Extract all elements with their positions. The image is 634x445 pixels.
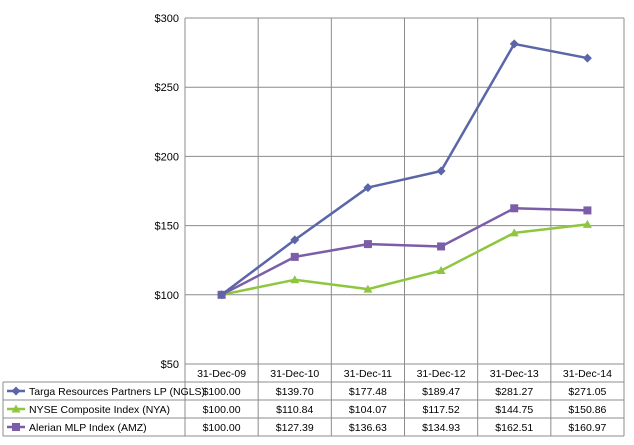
table-cell: $177.48	[349, 386, 387, 398]
table-cell: $189.47	[422, 386, 460, 398]
y-tick-label: $150	[155, 221, 179, 233]
x-tick-label: 31-Dec-12	[417, 368, 466, 380]
data-point	[436, 166, 446, 176]
table-cell: $100.00	[203, 404, 241, 416]
table-cell: $100.00	[203, 422, 241, 434]
y-tick-label: $300	[155, 13, 179, 25]
data-point	[436, 266, 446, 275]
data-point	[217, 290, 227, 300]
data-point	[363, 284, 373, 293]
x-tick-label: 31-Dec-13	[490, 368, 539, 380]
table-cell: $139.70	[276, 386, 314, 398]
table-cell: $144.75	[495, 404, 533, 416]
table-cell: $134.93	[422, 422, 460, 434]
y-tick-label: $200	[155, 151, 179, 163]
legend-marker	[11, 386, 21, 396]
data-point	[583, 206, 592, 215]
data-point	[363, 240, 372, 249]
table-cell: $271.05	[568, 386, 606, 398]
table-cell: $136.63	[349, 422, 387, 434]
table-cell: $160.97	[568, 422, 606, 434]
y-tick-label: $250	[155, 82, 179, 94]
legend-marker	[12, 423, 20, 431]
data-point	[290, 252, 299, 261]
x-tick-label: 31-Dec-10	[270, 368, 319, 380]
table-cell: $162.51	[495, 422, 533, 434]
legend-label: Alerian MLP Index (AMZ)	[29, 422, 147, 434]
legend-label: Targa Resources Partners LP (NGLS)	[29, 386, 205, 398]
y-tick-label: $50	[161, 359, 179, 371]
data-point	[510, 204, 519, 213]
x-tick-label: 31-Dec-11	[344, 368, 392, 380]
table-cell: $117.52	[422, 404, 459, 416]
data-point	[509, 39, 519, 49]
table-cell: $150.86	[568, 404, 606, 416]
legend-marker	[11, 404, 21, 413]
table-cell: $281.27	[495, 386, 533, 398]
series-line	[221, 207, 588, 296]
legend-label: NYSE Composite Index (NYA)	[29, 404, 170, 416]
data-point	[290, 275, 300, 284]
x-tick-label: 31-Dec-14	[563, 368, 612, 380]
data-point	[363, 183, 373, 193]
series-line	[220, 42, 588, 296]
table-cell: $104.07	[349, 404, 387, 416]
table-cell: $110.84	[276, 404, 313, 416]
y-tick-label: $100	[155, 290, 179, 302]
series-line	[221, 223, 588, 297]
table-cell: $100.00	[203, 386, 241, 398]
table-cell: $127.39	[276, 422, 314, 434]
data-point	[437, 242, 446, 251]
data-point	[509, 228, 519, 237]
data-point	[582, 53, 592, 63]
data-point	[290, 235, 300, 245]
data-point	[582, 219, 592, 228]
x-tick-label: 31-Dec-09	[197, 368, 246, 380]
